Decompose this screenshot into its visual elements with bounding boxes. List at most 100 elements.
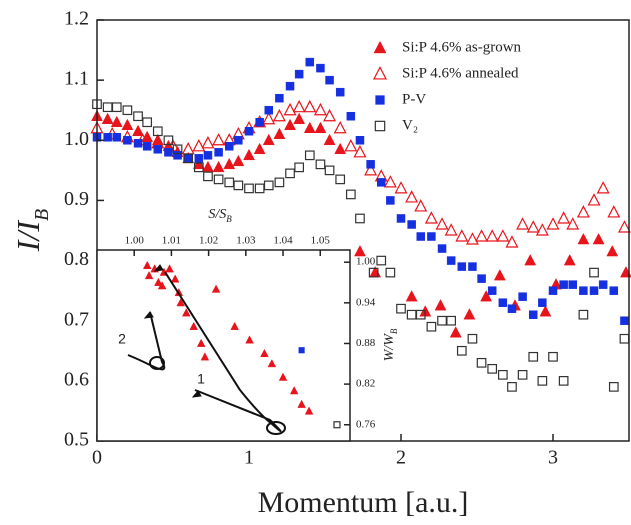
y-axis-label-main: I/I	[10, 220, 46, 253]
marker	[518, 292, 527, 301]
x-tick-label: 1.03	[236, 235, 256, 247]
y-tick-label: 1.1	[64, 68, 89, 90]
marker	[477, 274, 486, 283]
y-tick-label: 0.7	[64, 308, 89, 330]
marker	[243, 148, 255, 161]
marker	[487, 286, 497, 295]
marker	[609, 286, 619, 295]
marker	[254, 183, 265, 194]
marker	[333, 120, 347, 134]
marker	[211, 284, 221, 293]
marker	[298, 347, 305, 354]
trajectory-arrow	[164, 271, 282, 432]
marker	[548, 286, 558, 295]
x-tick-label: 0	[92, 447, 102, 469]
marker	[437, 315, 447, 326]
inset-annotation: 1	[197, 371, 205, 387]
marker	[152, 126, 163, 137]
marker	[293, 112, 306, 124]
y-axis-label: I/IB	[10, 209, 52, 252]
marker	[289, 386, 299, 395]
marker	[480, 290, 493, 302]
marker	[355, 136, 365, 145]
marker	[253, 142, 266, 155]
marker	[285, 81, 295, 91]
marker	[539, 305, 552, 317]
marker	[548, 351, 558, 362]
x-tick-label: 1.05	[311, 235, 331, 247]
marker	[163, 135, 174, 146]
marker	[437, 244, 447, 253]
inset-axis-label: S/SB	[208, 207, 232, 224]
marker	[617, 220, 631, 233]
marker	[463, 308, 476, 320]
y-tick-label: 1.00	[356, 256, 376, 268]
marker	[396, 303, 406, 314]
marker	[292, 99, 306, 113]
marker	[568, 280, 578, 289]
legend-label: Si:P 4.6% as-grown	[402, 39, 522, 55]
marker	[144, 270, 154, 280]
marker	[285, 168, 295, 179]
marker	[444, 223, 458, 236]
marker	[245, 335, 254, 344]
marker	[303, 99, 317, 113]
legend-label: P-V	[402, 91, 426, 107]
marker	[223, 157, 236, 170]
legend-marker	[375, 95, 385, 105]
marker	[111, 102, 122, 113]
marker	[213, 174, 224, 185]
y-tick-label: 0.82	[356, 378, 375, 390]
marker	[563, 254, 576, 266]
inset-axis-label: W/WB	[382, 328, 399, 361]
main-plot: 0 1 2 3 0.5 0.6 0.7 0.8 0.9 1.0 1.1 1.2 Si:P 4.6% as…	[64, 8, 631, 469]
marker	[323, 133, 336, 146]
marker	[353, 145, 367, 158]
marker	[368, 267, 379, 278]
marker	[558, 376, 569, 386]
marker	[415, 309, 426, 320]
loop-end	[266, 421, 286, 435]
marker	[153, 145, 163, 154]
marker	[465, 232, 479, 245]
marker	[538, 298, 547, 307]
marker	[224, 142, 234, 151]
marker	[278, 372, 288, 381]
inset-axis-label-sub: B	[389, 328, 399, 334]
marker	[467, 333, 478, 344]
marker	[165, 264, 174, 273]
marker	[557, 211, 571, 224]
marker	[354, 245, 366, 257]
inset-axis-label-main: W/W	[382, 333, 397, 362]
marker	[346, 111, 356, 121]
y-tick-label: 0.88	[356, 337, 376, 349]
marker	[407, 220, 416, 229]
marker	[272, 108, 286, 122]
marker	[314, 121, 327, 134]
marker	[345, 189, 356, 200]
marker	[194, 154, 204, 163]
y-tick-label: 1.0	[64, 128, 89, 150]
marker	[233, 180, 244, 191]
x-tick-label: 1.00	[125, 235, 145, 247]
marker	[476, 357, 487, 368]
inset-annotation: 2	[118, 331, 126, 347]
marker	[244, 183, 254, 194]
marker	[449, 326, 462, 338]
marker	[405, 290, 418, 302]
marker	[446, 256, 456, 265]
marker	[524, 254, 537, 266]
marker	[132, 124, 144, 137]
marker	[212, 160, 225, 173]
marker	[468, 262, 477, 271]
marker	[507, 304, 517, 313]
y-tick-label: 0.94	[356, 296, 376, 308]
marker	[142, 117, 153, 128]
marker	[608, 382, 619, 392]
marker	[176, 298, 185, 307]
marker	[123, 136, 132, 145]
marker	[496, 229, 510, 242]
marker	[344, 139, 358, 152]
legend-label: Si:P 4.6% annealed	[402, 65, 519, 81]
marker	[456, 345, 467, 356]
